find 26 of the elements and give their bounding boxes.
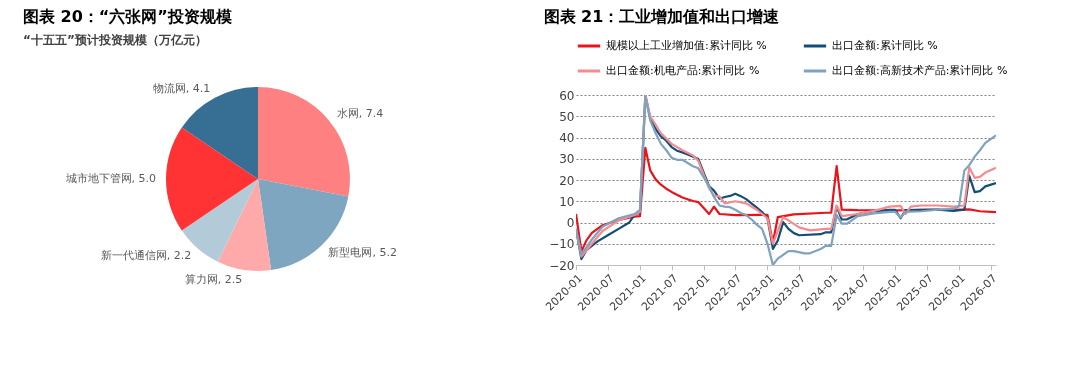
slice-label: 水网, 7.4: [336, 107, 384, 121]
y-tick-label: −20: [549, 258, 575, 273]
pie-slice: [217, 179, 272, 271]
slice-label: 算力网, 2.5: [184, 272, 243, 286]
chart-title: 图表 20：“六张网”投资规模: [23, 7, 232, 26]
y-tick-label: 0: [566, 216, 575, 230]
legend-label: 出口金额:高新技术产品:累计同比 %: [832, 64, 1008, 77]
y-tick-label: 30: [559, 152, 575, 167]
y-tick-label: 10: [559, 194, 575, 209]
chart-title: 图表 21：工业增加值和出口增速: [543, 7, 781, 26]
legend-label: 出口金额:机电产品:累计同比 %: [606, 64, 760, 77]
slice-label: 新型电网, 5.2: [328, 245, 397, 259]
y-tick-label: 20: [559, 173, 575, 188]
y-tick-label: 50: [559, 109, 575, 124]
line-series: [576, 146, 996, 253]
pie-slice: [166, 127, 258, 231]
y-tick-label: 40: [559, 131, 575, 145]
y-tick-label: 60: [559, 88, 575, 103]
slice-label: 物流网, 4.1: [152, 81, 211, 95]
chart-subtitle: “十五五”预计投资规模（万亿元）: [23, 33, 207, 47]
legend-label: 出口金额:累计同比 %: [832, 39, 938, 52]
slice-label: 城市地下管网, 5.0: [64, 172, 156, 185]
legend-label: 规模以上工业增加值:累计同比 %: [606, 39, 767, 52]
y-tick-label: −10: [549, 237, 575, 252]
slice-label: 新一代通信网, 2.2: [100, 249, 192, 263]
pie-slice: [258, 179, 349, 271]
